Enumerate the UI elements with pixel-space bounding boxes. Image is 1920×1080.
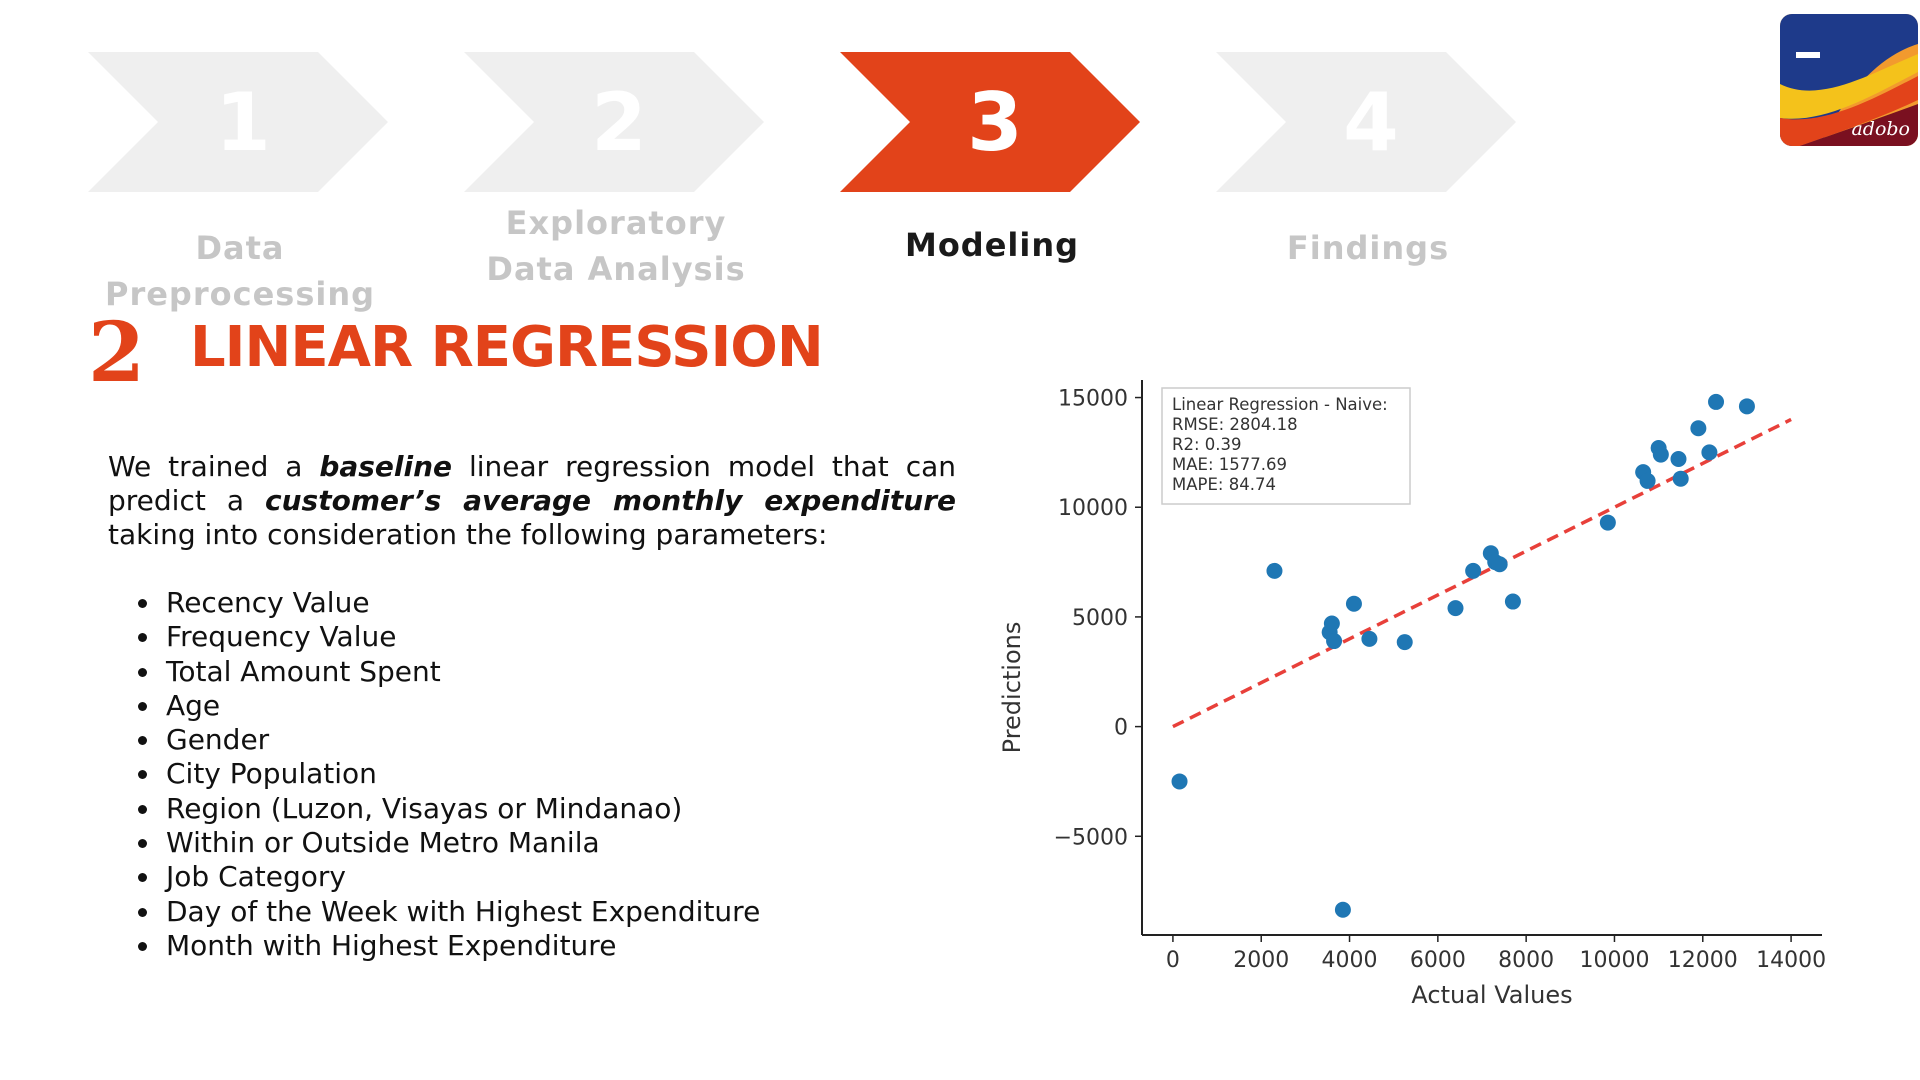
step-label-line: Exploratory [505, 204, 727, 242]
legend-line: MAE: 1577.69 [1172, 455, 1287, 474]
legend-line: RMSE: 2804.18 [1172, 415, 1298, 434]
intro-emphasis-target: customer’s average monthly expenditure [265, 484, 956, 517]
step-label-line: Data Analysis [486, 250, 746, 288]
step-label-line: Data Preprocessing [104, 229, 376, 313]
parameter-list-item: Day of the Week with Highest Expenditure [162, 895, 760, 929]
data-point [1701, 444, 1718, 461]
step-4-number: 4 [1343, 75, 1399, 169]
adobo-logo: adobo [1780, 14, 1918, 146]
intro-emphasis-baseline: baseline [319, 450, 453, 483]
x-tick-label: 14000 [1756, 948, 1826, 973]
step-2-chevron: 2 [464, 52, 764, 192]
step-2-label: Exploratory Data Analysis [436, 200, 796, 292]
x-tick-label: 12000 [1668, 948, 1738, 973]
adobo-logo-icon [1780, 14, 1918, 146]
data-point [1396, 634, 1413, 651]
step-label-line: Modeling [904, 226, 1080, 264]
step-4-label: Findings [1188, 225, 1548, 271]
x-tick-label: 4000 [1322, 948, 1378, 973]
intro-text-3: taking into consideration the following … [108, 518, 828, 551]
data-point [1504, 593, 1521, 610]
data-point [1345, 595, 1362, 612]
y-tick-label: 10000 [1058, 496, 1128, 521]
y-axis-label: Predictions [998, 622, 1026, 754]
step-3-chevron: 3 [840, 52, 1140, 192]
data-point [1599, 514, 1616, 531]
data-point [1171, 773, 1188, 790]
data-point [1670, 450, 1687, 467]
parameter-list-item: Recency Value [162, 586, 760, 620]
legend-line: Linear Regression - Naive: [1172, 395, 1388, 414]
step-1-chevron: 1 [88, 52, 388, 192]
legend-line: R2: 0.39 [1172, 435, 1242, 454]
step-3-number: 3 [967, 75, 1023, 169]
data-point [1326, 633, 1343, 650]
data-point [1447, 600, 1464, 617]
intro-text-2: linear regression model that can predict… [108, 450, 956, 517]
data-point [1323, 615, 1340, 632]
data-point [1465, 562, 1482, 579]
parameter-list-item: Gender [162, 723, 760, 757]
parameter-list-item: Age [162, 689, 760, 723]
step-2-number: 2 [591, 75, 647, 169]
legend-line: MAPE: 84.74 [1172, 475, 1276, 494]
parameter-list-item: Total Amount Spent [162, 655, 760, 689]
data-point [1491, 556, 1508, 573]
data-point [1266, 562, 1283, 579]
intro-text-1: We trained a [108, 450, 320, 483]
fit-line [1172, 417, 1792, 729]
scatter-plot: 0 2000 4000 6000 8000 10000 12000 14000 −5000 0 50… [998, 380, 1826, 1009]
y-tick-label: 15000 [1058, 387, 1128, 412]
parameter-list-item: Region (Luzon, Visayas or Mindanao) [162, 792, 760, 826]
x-axis-label: Actual Values [1411, 981, 1572, 1009]
data-point [1708, 393, 1725, 410]
data-point [1672, 470, 1689, 487]
data-point [1334, 901, 1351, 918]
parameter-list-item: Frequency Value [162, 620, 760, 654]
parameter-list-item: City Population [162, 757, 760, 791]
section-number: 2 [88, 305, 146, 401]
x-tick-label: 0 [1166, 948, 1180, 973]
step-label-line: Findings [1286, 229, 1450, 267]
data-point [1738, 398, 1755, 415]
x-tick-label: 8000 [1498, 948, 1554, 973]
data-point [1361, 630, 1378, 647]
y-tick-label: 0 [1114, 716, 1128, 741]
section-title: LINEAR REGRESSION [190, 315, 824, 380]
y-tick-label: −5000 [1054, 825, 1128, 850]
regression-chart: 0 2000 4000 6000 8000 10000 12000 14000 −5000 0 50… [990, 360, 1840, 1020]
step-3-label: Modeling [812, 222, 1172, 268]
parameter-list-item: Within or Outside Metro Manila [162, 826, 760, 860]
parameter-list: Recency ValueFrequency ValueTotal Amount… [130, 586, 760, 963]
step-1-label: Data Preprocessing [60, 225, 420, 317]
adobo-logo-text: adobo [1851, 118, 1910, 140]
data-point [1639, 472, 1656, 489]
step-1-number: 1 [215, 75, 271, 169]
legend-box [1161, 387, 1411, 505]
parameter-list-item: Month with Highest Expenditure [162, 929, 760, 963]
data-point [1690, 420, 1707, 437]
x-tick-label: 2000 [1233, 948, 1289, 973]
x-tick-label: 6000 [1410, 948, 1466, 973]
step-4-chevron: 4 [1216, 52, 1516, 192]
y-tick-label: 5000 [1072, 606, 1128, 631]
x-tick-label: 10000 [1579, 948, 1649, 973]
data-point [1652, 446, 1669, 463]
intro-paragraph: We trained a baseline linear regression … [108, 450, 956, 552]
parameter-list-item: Job Category [162, 860, 760, 894]
